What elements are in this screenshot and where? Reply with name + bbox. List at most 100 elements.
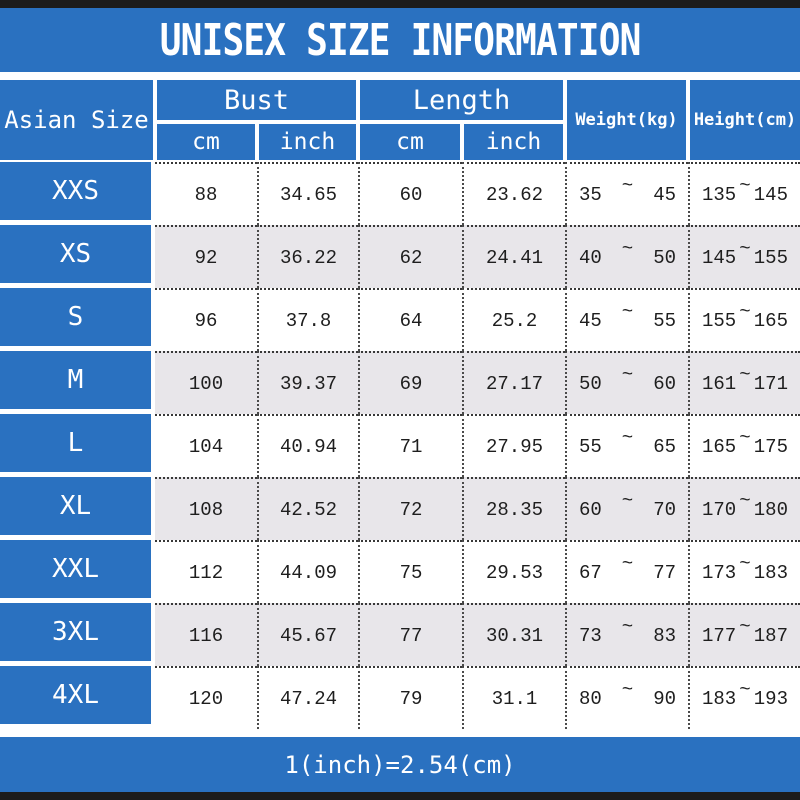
cell-height-range: 145 ~ 155 — [688, 225, 800, 288]
cell-weight-range: 40 ~ 50 — [565, 225, 688, 288]
footer-band: 1(inch)=2.54(cm) — [0, 729, 800, 792]
cell-bust-inch: 40.94 — [257, 414, 358, 477]
height-max: 175 — [753, 435, 788, 458]
range-tilde: ~ — [621, 426, 634, 449]
cell-length-cm: 75 — [358, 540, 462, 603]
cell-weight-range: 67 ~ 77 — [565, 540, 688, 603]
height-max: 145 — [753, 183, 788, 206]
range-tilde: ~ — [621, 300, 634, 323]
height-min: 183 — [702, 687, 737, 710]
cell-height-range: 165 ~ 175 — [688, 414, 800, 477]
cell-bust-inch: 47.24 — [257, 666, 358, 729]
height-min: 170 — [702, 498, 737, 521]
header-weight-kg: Weight(kg) — [565, 78, 688, 162]
cell-bust-cm: 112 — [155, 540, 257, 603]
cell-length-inch: 28.35 — [462, 477, 565, 540]
cell-bust-cm: 120 — [155, 666, 257, 729]
cell-length-inch: 25.2 — [462, 288, 565, 351]
cell-bust-cm: 96 — [155, 288, 257, 351]
size-label: L — [0, 414, 155, 477]
cell-weight-range: 45 ~ 55 — [565, 288, 688, 351]
size-label: M — [0, 351, 155, 414]
weight-min: 45 — [579, 309, 602, 332]
header-asian-size: Asian Size — [0, 78, 155, 162]
height-min: 155 — [702, 309, 737, 332]
range-tilde: ~ — [739, 237, 751, 260]
range-tilde: ~ — [621, 363, 634, 386]
weight-min: 67 — [579, 561, 602, 584]
cell-height-range: 135 ~ 145 — [688, 162, 800, 225]
cell-bust-inch: 36.22 — [257, 225, 358, 288]
height-max: 187 — [753, 624, 788, 647]
cell-weight-range: 55 ~ 65 — [565, 414, 688, 477]
size-label: 4XL — [0, 666, 155, 729]
height-min: 145 — [702, 246, 737, 269]
size-label: XL — [0, 477, 155, 540]
range-tilde: ~ — [739, 552, 751, 575]
size-label: XS — [0, 225, 155, 288]
header-length-cm: cm — [358, 122, 462, 162]
header-bust-cm: cm — [155, 122, 257, 162]
cell-height-range: 173 ~ 183 — [688, 540, 800, 603]
weight-max: 50 — [653, 246, 676, 269]
top-border-bar — [0, 0, 800, 8]
cell-length-inch: 29.53 — [462, 540, 565, 603]
cell-bust-inch: 44.09 — [257, 540, 358, 603]
weight-max: 55 — [653, 309, 676, 332]
size-label: 3XL — [0, 603, 155, 666]
cell-bust-cm: 100 — [155, 351, 257, 414]
height-min: 135 — [702, 183, 737, 206]
header-length-inch: inch — [462, 122, 565, 162]
size-label: S — [0, 288, 155, 351]
range-tilde: ~ — [739, 489, 751, 512]
cell-weight-range: 35 ~ 45 — [565, 162, 688, 225]
weight-max: 60 — [653, 372, 676, 395]
range-tilde: ~ — [739, 363, 751, 386]
cell-length-inch: 27.95 — [462, 414, 565, 477]
height-max: 171 — [753, 372, 788, 395]
range-tilde: ~ — [739, 615, 751, 638]
height-max: 180 — [753, 498, 788, 521]
cell-length-cm: 60 — [358, 162, 462, 225]
height-min: 165 — [702, 435, 737, 458]
cell-bust-cm: 104 — [155, 414, 257, 477]
header-bust: Bust — [155, 78, 358, 122]
height-max: 165 — [753, 309, 788, 332]
height-min: 161 — [702, 372, 737, 395]
cell-height-range: 177 ~ 187 — [688, 603, 800, 666]
header-length: Length — [358, 78, 565, 122]
cell-length-cm: 71 — [358, 414, 462, 477]
header-bust-inch: inch — [257, 122, 358, 162]
cell-height-range: 183 ~ 193 — [688, 666, 800, 729]
weight-min: 73 — [579, 624, 602, 647]
cell-bust-cm: 88 — [155, 162, 257, 225]
cell-bust-cm: 116 — [155, 603, 257, 666]
weight-max: 45 — [653, 183, 676, 206]
range-tilde: ~ — [621, 678, 634, 701]
range-tilde: ~ — [621, 489, 634, 512]
size-table: Asian Size Bust Length Weight(kg) Height… — [0, 78, 800, 729]
weight-max: 83 — [653, 624, 676, 647]
cell-bust-inch: 34.65 — [257, 162, 358, 225]
cell-bust-inch: 45.67 — [257, 603, 358, 666]
header-height-cm: Height(cm) — [688, 78, 800, 162]
size-label: XXS — [0, 162, 155, 225]
cell-height-range: 155 ~ 165 — [688, 288, 800, 351]
weight-max: 65 — [653, 435, 676, 458]
range-tilde: ~ — [739, 426, 751, 449]
cell-length-cm: 62 — [358, 225, 462, 288]
height-max: 183 — [753, 561, 788, 584]
cell-height-range: 161 ~ 171 — [688, 351, 800, 414]
range-tilde: ~ — [739, 678, 751, 701]
cell-length-cm: 72 — [358, 477, 462, 540]
cell-weight-range: 50 ~ 60 — [565, 351, 688, 414]
conversion-note: 1(inch)=2.54(cm) — [284, 750, 516, 779]
cell-height-range: 170 ~ 180 — [688, 477, 800, 540]
weight-max: 90 — [653, 687, 676, 710]
bottom-border-bar — [0, 792, 800, 800]
cell-length-inch: 27.17 — [462, 351, 565, 414]
range-tilde: ~ — [621, 174, 634, 197]
cell-weight-range: 60 ~ 70 — [565, 477, 688, 540]
weight-min: 60 — [579, 498, 602, 521]
cell-bust-cm: 92 — [155, 225, 257, 288]
